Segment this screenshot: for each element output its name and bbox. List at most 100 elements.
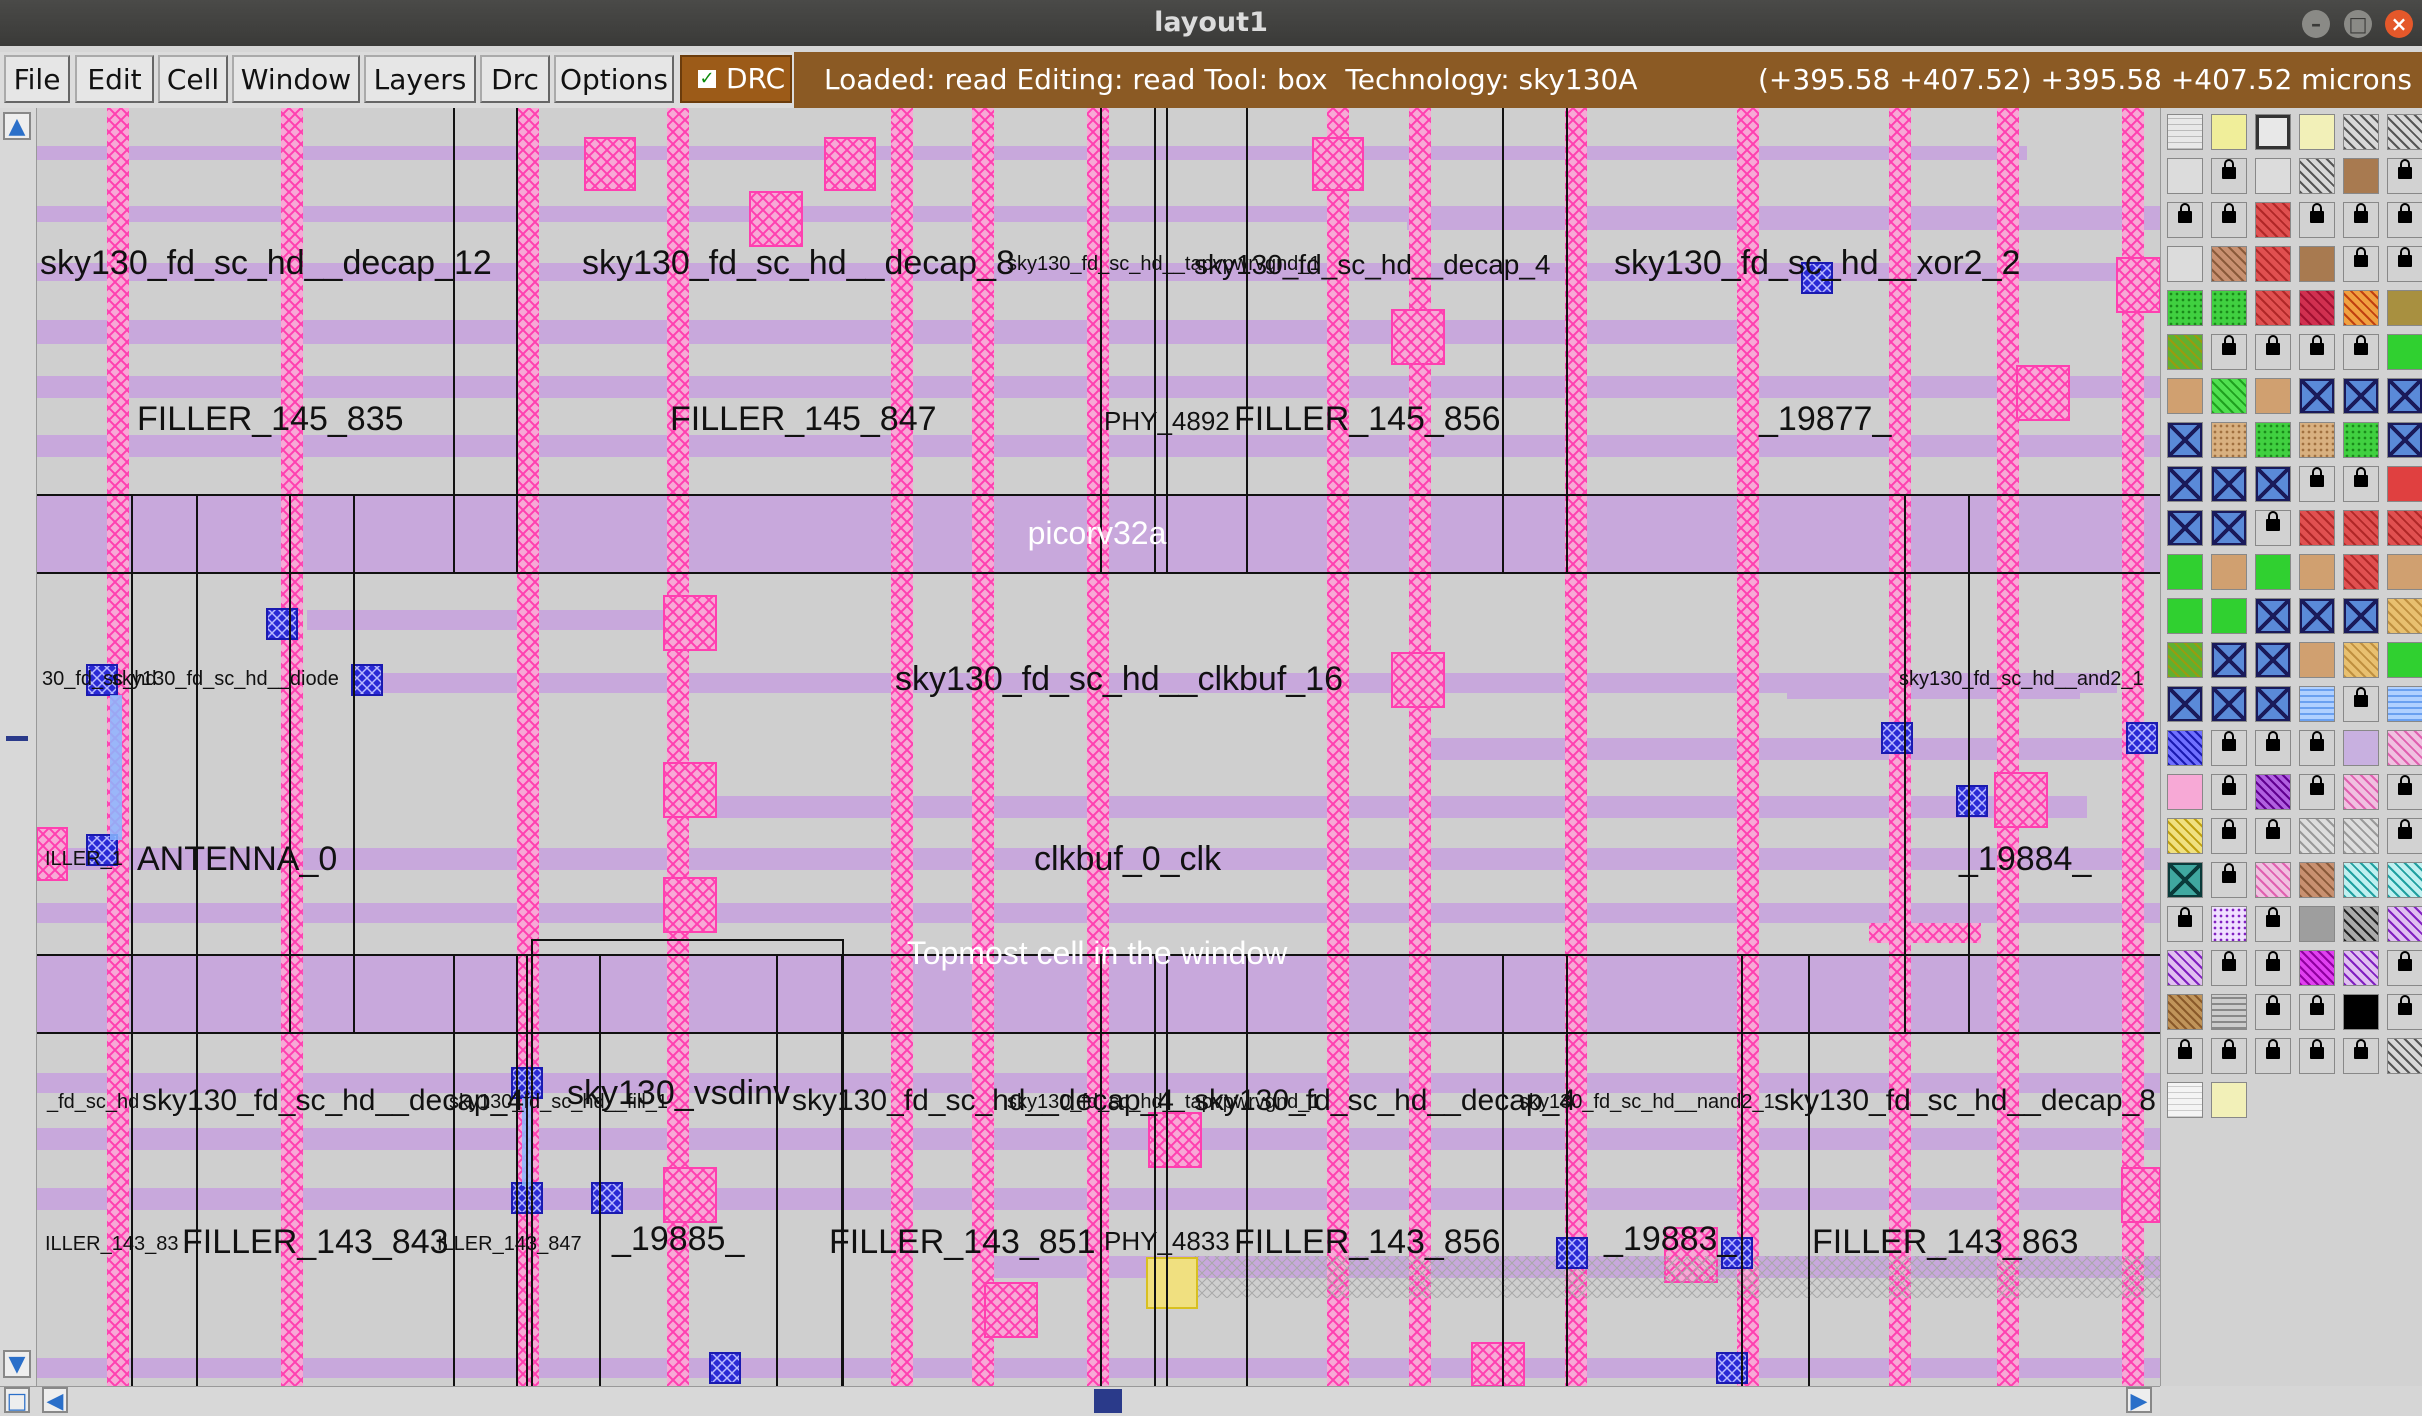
lock-icon[interactable] [2299, 466, 2335, 502]
layer-swatch-cyan-hatch[interactable] [2343, 862, 2379, 898]
layer-swatch-pink-hatch[interactable] [2387, 730, 2422, 766]
maximize-icon[interactable]: □ [2344, 10, 2372, 38]
layer-swatch-orange-hatch[interactable] [2343, 290, 2379, 326]
layer-swatch-tan-solid[interactable] [2387, 554, 2422, 590]
lock-icon[interactable] [2387, 202, 2422, 238]
lock-icon[interactable] [2255, 510, 2291, 546]
layer-swatch-tan-dots[interactable] [2299, 422, 2335, 458]
lock-icon[interactable] [2299, 774, 2335, 810]
layer-swatch-purple-hatch[interactable] [2387, 906, 2422, 942]
lock-icon[interactable] [2299, 994, 2335, 1030]
layer-swatch-x-box[interactable] [2211, 686, 2247, 722]
layer-swatch-x-box[interactable] [2387, 378, 2422, 414]
layer-swatch-cyan-hatch[interactable] [2387, 862, 2422, 898]
lock-icon[interactable] [2211, 334, 2247, 370]
lock-icon[interactable] [2387, 774, 2422, 810]
layer-swatch-tan-hatch[interactable] [2343, 642, 2379, 678]
lock-icon[interactable] [2211, 774, 2247, 810]
layer-swatch-green-solid[interactable] [2387, 334, 2422, 370]
layer-swatch-red-hatch[interactable] [2255, 246, 2291, 282]
layer-swatch-olive-hatch[interactable] [2167, 642, 2203, 678]
lock-icon[interactable] [2387, 950, 2422, 986]
layer-swatch-hatch-dark[interactable] [2387, 114, 2422, 150]
layer-swatch-red-solid[interactable] [2387, 466, 2422, 502]
layout-drawing[interactable]: picorv32a Topmost cell in the window sky… [37, 108, 2160, 1386]
layer-swatch-purple-hatch[interactable] [2167, 950, 2203, 986]
layer-swatch-x-box[interactable] [2211, 466, 2247, 502]
layer-swatch-yellow-light[interactable] [2211, 1082, 2247, 1118]
lock-icon[interactable] [2387, 994, 2422, 1030]
layer-swatch-green-dots[interactable] [2211, 290, 2247, 326]
layer-swatch-purple-hatch[interactable] [2343, 950, 2379, 986]
horizontal-scrollbar[interactable]: □ ◀ ▶ [0, 1386, 2160, 1416]
scroll-left-arrow-icon[interactable]: ◀ [42, 1387, 68, 1414]
lock-icon[interactable] [2255, 730, 2291, 766]
layer-swatch-magenta-check[interactable] [2299, 950, 2335, 986]
scroll-right-arrow-icon[interactable]: ▶ [2126, 1387, 2152, 1414]
layer-swatch-x-box[interactable] [2343, 378, 2379, 414]
lock-icon[interactable] [2211, 1038, 2247, 1074]
menu-file[interactable]: File [4, 55, 70, 103]
lock-icon[interactable] [2343, 334, 2379, 370]
layer-swatch-green-solid[interactable] [2255, 554, 2291, 590]
layer-swatch-tan-solid[interactable] [2255, 378, 2291, 414]
layer-swatch-red-hatch[interactable] [2299, 510, 2335, 546]
layer-swatch-x-box[interactable] [2255, 642, 2291, 678]
lock-icon[interactable] [2387, 818, 2422, 854]
lock-icon[interactable] [2167, 906, 2203, 942]
lock-icon[interactable] [2211, 202, 2247, 238]
layer-swatch-gray-light[interactable] [2167, 246, 2203, 282]
layer-swatch-blue-wave[interactable] [2387, 686, 2422, 722]
lock-icon[interactable] [2343, 202, 2379, 238]
layer-swatch-pink-hatch[interactable] [2255, 862, 2291, 898]
lock-icon[interactable] [2255, 1038, 2291, 1074]
layer-swatch-x-box[interactable] [2167, 466, 2203, 502]
layer-swatch-tan-solid[interactable] [2299, 554, 2335, 590]
layer-swatch-gray-lines[interactable] [2211, 994, 2247, 1030]
vertical-scrollbar[interactable]: ▲ ▼ [0, 108, 37, 1386]
lock-icon[interactable] [2167, 1038, 2203, 1074]
lock-icon[interactable] [2211, 818, 2247, 854]
layer-swatch-red-hatch[interactable] [2343, 554, 2379, 590]
zoom-box-icon[interactable]: □ [4, 1387, 30, 1414]
layer-swatch-brown-hatch[interactable] [2211, 246, 2247, 282]
drc-toggle-button[interactable]: ✓ DRC [680, 55, 792, 103]
layout-canvas[interactable]: picorv32a Topmost cell in the window sky… [37, 108, 2160, 1386]
layer-swatch-blue-wave[interactable] [2299, 686, 2335, 722]
scroll-up-arrow-icon[interactable]: ▲ [3, 112, 31, 140]
layer-swatch-yellow-hatch[interactable] [2167, 818, 2203, 854]
layer-swatch-brown-solid[interactable] [2343, 158, 2379, 194]
lock-icon[interactable] [2211, 730, 2247, 766]
layer-swatch-x-box[interactable] [2167, 422, 2203, 458]
minimize-icon[interactable]: – [2302, 10, 2330, 38]
layer-swatch-red-hatch[interactable] [2255, 202, 2291, 238]
lock-icon[interactable] [2255, 906, 2291, 942]
menu-window[interactable]: Window [232, 55, 360, 103]
layer-swatch-solid-yellow[interactable] [2211, 114, 2247, 150]
lock-icon[interactable] [2343, 1038, 2379, 1074]
layer-swatch-lavender[interactable] [2343, 730, 2379, 766]
lock-icon[interactable] [2255, 994, 2291, 1030]
lock-icon[interactable] [2255, 334, 2291, 370]
lock-icon[interactable] [2387, 246, 2422, 282]
layer-swatch-gray-solid[interactable] [2299, 906, 2335, 942]
layer-swatch-brown-solid[interactable] [2299, 246, 2335, 282]
layer-swatch-pink-hatch[interactable] [2343, 774, 2379, 810]
layer-swatch-red-hatch[interactable] [2387, 510, 2422, 546]
layer-swatch-hatch-dark[interactable] [2387, 1038, 2422, 1074]
layer-swatch-green-solid[interactable] [2167, 554, 2203, 590]
close-icon[interactable]: × [2385, 10, 2413, 38]
layer-swatch-green-dots[interactable] [2343, 422, 2379, 458]
layer-swatch-green-dots[interactable] [2167, 290, 2203, 326]
layer-swatch-blue-check[interactable] [2167, 730, 2203, 766]
layer-swatch-hatch-dark[interactable] [2343, 114, 2379, 150]
lock-icon[interactable] [2343, 246, 2379, 282]
lock-icon[interactable] [2211, 862, 2247, 898]
menu-edit[interactable]: Edit [75, 55, 154, 103]
lock-icon[interactable] [2167, 202, 2203, 238]
layer-swatch-tan-dots[interactable] [2211, 422, 2247, 458]
layer-swatch-tan-solid[interactable] [2299, 642, 2335, 678]
layer-swatch-grid[interactable] [2167, 114, 2203, 150]
lock-icon[interactable] [2343, 686, 2379, 722]
layer-swatch-purple-check[interactable] [2255, 774, 2291, 810]
